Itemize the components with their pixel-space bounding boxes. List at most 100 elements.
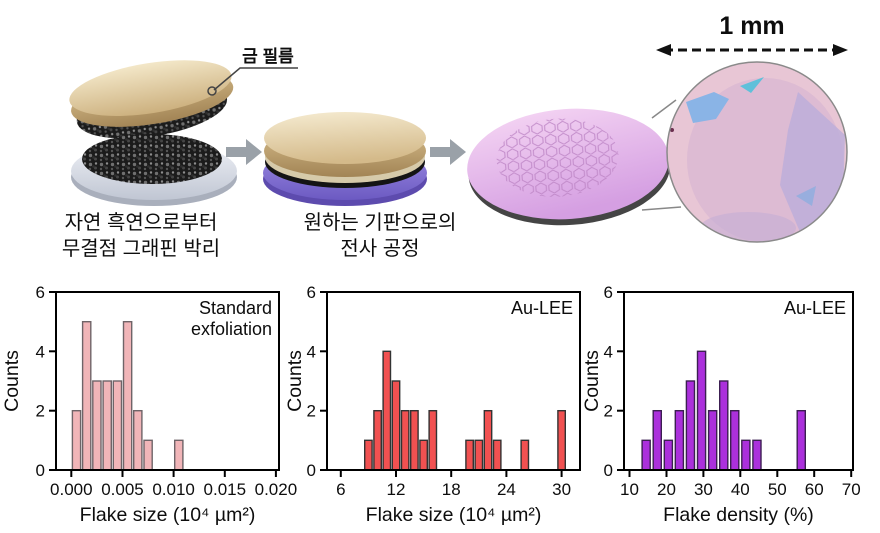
scale-arrowhead-right [833,44,848,56]
histogram-row: 0.000 0.005 0.010 0.015 0.020 0 2 4 6 Flake size … [0,283,880,533]
histogram-bar [71,409,82,471]
x-tick-label: 24 [497,480,516,499]
plot-box [55,291,280,471]
histogram-bar [391,380,401,471]
defect-dot [670,128,674,132]
histogram-bar [173,439,184,471]
gold-film-label: 금 필름 [242,47,294,66]
graphite-disc-illustration [71,134,237,206]
histogram-bar [685,380,696,471]
plot-box [326,291,581,471]
histogram-bar [718,380,729,471]
x-tick-label: 30 [552,480,571,499]
step2-caption: 원하는 기판으로의 전사 공정 [280,210,480,262]
histogram-bar [652,409,662,471]
y-axis-label: Counts [284,350,306,412]
x-tick-label: 0.000 [50,480,93,499]
histogram-bar [373,409,383,471]
thick-flake-blue-small [796,186,816,206]
histogram-bar [729,409,740,471]
histogram-bar [382,350,392,471]
histogram-bar [102,380,112,471]
x-tick-label: 0.010 [152,480,195,499]
histogram-bar [557,409,566,471]
x-tick-label: 60 [805,480,824,499]
y-tick-label: 4 [604,342,613,361]
callout-anchor-circle [207,86,217,96]
scale-label: 1 mm [719,12,784,40]
histogram-bar [112,380,123,471]
histogram-bar [707,409,718,471]
y-tick-label: 0 [604,461,613,480]
x-tick-label: 6 [336,480,345,499]
step2-caption-line1: 원하는 기판으로의 [303,212,457,234]
thick-flake-blue [686,92,729,123]
histogram-bar [520,439,530,471]
histogram-svg: 0.000 0.005 0.010 0.015 0.020 0 2 4 6 Flake size … [1,283,297,526]
histogram-svg: 10 20 30 40 50 60 70 0 2 4 6 Flake density (%) Count… [581,283,861,526]
y-tick-label: 0 [36,461,45,480]
y-tick-label: 6 [36,283,45,302]
histogram-standard-exfoliation-size: 0.000 0.005 0.010 0.015 0.020 0 2 4 6 Flake size … [0,283,297,533]
gold-disc-top [264,112,426,164]
x-axis-label: Flake density (%) [663,504,814,526]
histogram-bar [409,409,419,471]
callout-line [213,67,298,91]
histogram-bar [92,380,102,471]
step1-caption: 자연 흑연으로부터 무결점 그래핀 박리 [41,210,241,262]
histogram-bar [796,409,806,471]
x-tick-label: 20 [657,480,676,499]
histogram-bar [641,439,651,471]
chart-annotation: exfoliation [191,319,272,339]
x-tick-label: 30 [694,480,713,499]
step1-caption-line1: 자연 흑연으로부터 [64,212,218,234]
histogram-bar [419,439,429,471]
gold-film-callout: 금 필름 [207,47,298,96]
x-tick-label: 10 [620,480,639,499]
histogram-bar [122,321,133,471]
process-arrow-icon [226,139,262,165]
y-tick-label: 2 [307,402,316,421]
histogram-au-lee-density: 10 20 30 40 50 60 70 0 2 4 6 Flake density (%) Count… [581,283,879,533]
y-tick-label: 6 [307,283,316,302]
process-arrow-icon [430,139,466,165]
y-tick-label: 6 [604,283,613,302]
process-diagram: 금 필름 [69,12,848,243]
histogram-au-lee-size: 6 12 18 24 30 0 2 4 6 Flake size (10⁴ µm²) Counts A… [284,283,586,533]
x-axis-label: Flake size (10⁴ µm²) [80,504,256,526]
thick-flake-teal [740,77,764,93]
x-tick-label: 12 [387,480,406,499]
histogram-bar [663,439,674,471]
transfer-stack-illustration [263,112,427,206]
histogram-bar [741,439,751,471]
x-tick-label: 40 [731,480,750,499]
scale-bar: 1 mm [656,12,848,56]
graphene-array-pattern [496,118,619,197]
x-tick-label: 50 [768,480,787,499]
step1-caption-line2: 무결점 그래핀 박리 [61,238,221,260]
y-axis-label: Counts [1,350,23,412]
y-axis-label: Counts [581,350,603,412]
y-tick-label: 4 [36,342,45,361]
gold-film-top [69,60,232,116]
chart-annotation: Au-LEE [784,298,846,318]
x-tick-label: 18 [442,480,461,499]
y-tick-label: 4 [307,342,316,361]
gold-film-illustration [69,60,234,139]
graphene-lattice [82,134,222,184]
magnifier-leader-line [651,99,677,119]
graphene-flake-lavender [780,92,845,232]
histogram-bar [132,409,143,471]
y-tick-label: 2 [36,402,45,421]
x-tick-label: 70 [842,480,861,499]
histogram-bar [81,321,92,471]
x-tick-label: 0.020 [255,480,298,499]
histogram-bar [483,409,493,471]
histogram-bar [143,439,153,471]
histogram-bar [492,439,502,471]
histogram-bar [752,439,762,471]
histogram-bar [474,439,484,471]
plot-box [623,291,854,471]
magnified-view [666,61,848,243]
